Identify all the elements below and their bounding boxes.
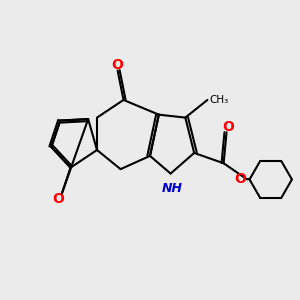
Text: O: O <box>234 172 246 186</box>
Text: NH: NH <box>162 182 183 195</box>
Text: O: O <box>222 120 234 134</box>
Text: CH₃: CH₃ <box>210 95 229 105</box>
Text: O: O <box>52 192 64 206</box>
Text: O: O <box>112 58 124 72</box>
